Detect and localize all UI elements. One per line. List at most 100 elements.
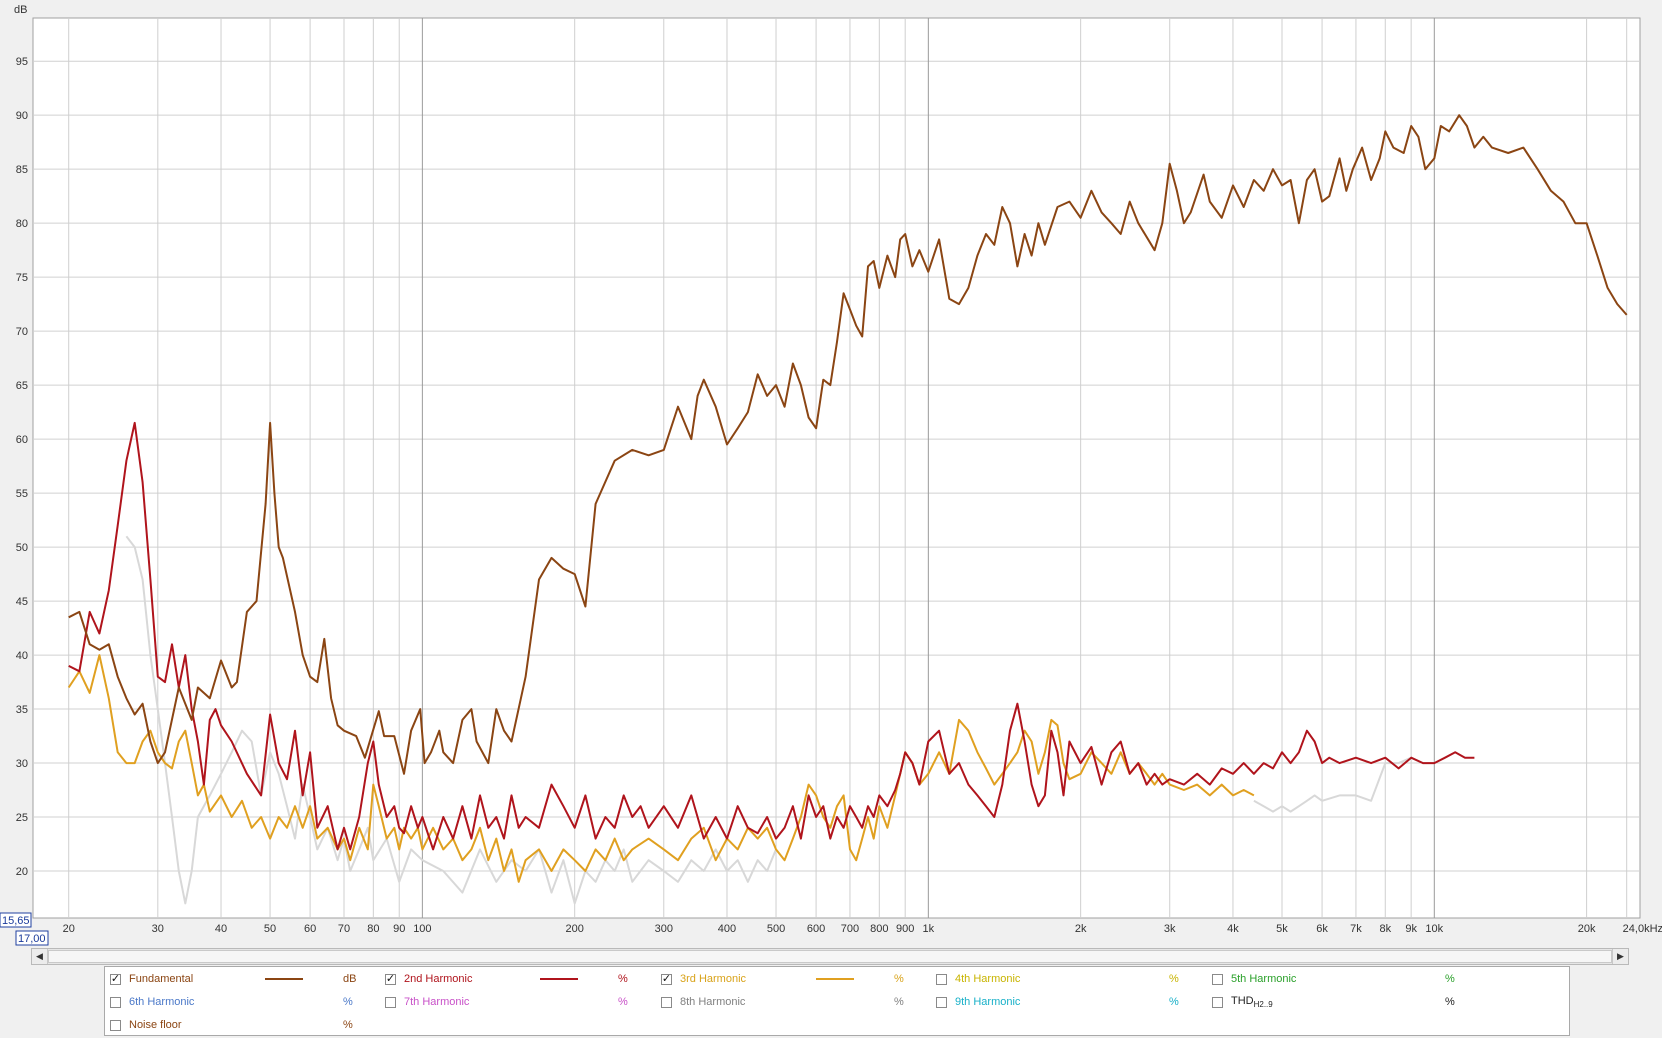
y-tick-label: 45 (16, 596, 28, 608)
legend-swatch (540, 1001, 578, 1003)
legend-item-noise-floor[interactable]: Noise floor% (105, 1015, 395, 1035)
legend-item-thd[interactable]: THDH2..9% (1207, 992, 1497, 1012)
legend-unit: % (343, 996, 353, 1008)
x-tick-label: 5k (1276, 923, 1288, 935)
x-tick-label: 70 (338, 923, 350, 935)
legend-label: 2nd Harmonic (404, 973, 473, 985)
legend-item-5th-harmonic[interactable]: 5th Harmonic% (1207, 969, 1497, 989)
legend-label: 7th Harmonic (404, 996, 470, 1008)
legend-item-4th-harmonic[interactable]: 4th Harmonic% (931, 969, 1221, 989)
legend-unit: % (1169, 996, 1179, 1008)
series-line-2nd-harmonic (68, 421, 1475, 851)
legend-label: 9th Harmonic (955, 996, 1021, 1008)
legend-label: 6th Harmonic (129, 996, 195, 1008)
series-line-gray (1253, 756, 1435, 813)
legend-item-8th-harmonic[interactable]: 8th Harmonic% (656, 992, 946, 1012)
legend-swatch (265, 1024, 303, 1026)
y-min-box (0, 912, 32, 928)
legend-checkbox[interactable]: ✓ (661, 972, 672, 985)
legend-label-subscript: H2..9 (1253, 1000, 1273, 1009)
legend-checkbox[interactable] (1212, 996, 1223, 1008)
y-tick-label: 85 (16, 164, 28, 176)
x-tick-label: 8k (1379, 923, 1391, 935)
y-tick-label: 20 (16, 866, 28, 878)
x-tick-label: 6k (1316, 923, 1328, 935)
scroll-thumb[interactable] (48, 950, 1612, 963)
legend-unit: % (1169, 973, 1179, 985)
legend-checkbox[interactable] (110, 996, 121, 1008)
frequency-response-chart: 20 25 30 35 40 45 50 55 60 65 70 75 80 85 90 95 20 30 40 50… (0, 4, 1662, 946)
scroll-right-arrow-icon[interactable]: ▶ (1612, 949, 1628, 964)
x-tick-label: 100 (413, 923, 431, 935)
legend-label: Fundamental (129, 973, 194, 985)
x-tick-label: 1k (923, 923, 935, 935)
x-tick-label: 4k (1227, 923, 1239, 935)
y-tick-label: 75 (16, 272, 28, 284)
axis-ticks: 20 25 30 35 40 45 50 55 60 65 70 75 80 85 90 95 20 30 40 50… (16, 56, 1662, 935)
x-tick-label: 2k (1075, 923, 1087, 935)
legend-item-3rd-harmonic[interactable]: ✓ 3rd Harmonic% (656, 969, 946, 989)
x-tick-label: 50 (264, 923, 276, 935)
x-tick-label: 9k (1405, 923, 1417, 935)
x-tick-label: 30 (152, 923, 164, 935)
x-tick-label: 300 (655, 923, 673, 935)
x-min-label: 17,00 (18, 933, 46, 945)
legend-unit: % (618, 973, 628, 985)
x-tick-label: 3k (1164, 923, 1176, 935)
y-tick-label: 40 (16, 650, 28, 662)
x-tick-label: 60 (304, 923, 316, 935)
legend-item-9th-harmonic[interactable]: 9th Harmonic% (931, 992, 1221, 1012)
y-tick-label: 80 (16, 218, 28, 230)
horizontal-scrollbar[interactable]: ◀ ▶ (31, 948, 1629, 965)
legend-checkbox[interactable] (1212, 973, 1223, 985)
x-tick-label: 80 (367, 923, 379, 935)
x-tick-label: 20k (1578, 923, 1596, 935)
y-tick-label: 95 (16, 56, 28, 68)
legend-checkbox[interactable]: ✓ (110, 972, 121, 985)
legend-label: 8th Harmonic (680, 996, 746, 1008)
legend-label: 4th Harmonic (955, 973, 1021, 985)
x-tick-label: 700 (841, 923, 859, 935)
legend-checkbox[interactable] (385, 996, 396, 1008)
y-tick-label: 50 (16, 542, 28, 554)
legend-item-7th-harmonic[interactable]: 7th Harmonic% (380, 992, 670, 1012)
legend-swatch (265, 1001, 303, 1003)
y-tick-label: 25 (16, 812, 28, 824)
legend-swatch (1091, 978, 1129, 980)
grid-lines (33, 18, 1640, 918)
legend-panel: ✓ Fundamental dB ✓ 2nd Harmonic% ✓ 3rd Harmoni… (104, 966, 1570, 1036)
legend-label: 5th Harmonic (1231, 973, 1297, 985)
x-tick-label: 800 (870, 923, 888, 935)
x-tick-label: 20 (63, 923, 75, 935)
y-tick-label: 70 (16, 326, 28, 338)
x-tick-label: 24,0kHz (1623, 923, 1662, 935)
legend-checkbox[interactable] (936, 973, 947, 985)
plot-area (32, 17, 1641, 919)
scroll-left-arrow-icon[interactable]: ◀ (32, 949, 48, 964)
y-tick-label: 30 (16, 758, 28, 770)
legend-checkbox[interactable]: ✓ (385, 972, 396, 985)
series-line-fundamental (68, 114, 1628, 775)
legend-item-fundamental[interactable]: ✓ Fundamental dB (105, 969, 395, 989)
legend-checkbox[interactable] (661, 996, 672, 1008)
y-unit-label: dB (14, 4, 27, 16)
y-tick-label: 35 (16, 704, 28, 716)
legend-unit: % (343, 1019, 353, 1031)
x-tick-label: 10k (1425, 923, 1443, 935)
legend-swatch (816, 978, 854, 980)
legend-unit: % (618, 996, 628, 1008)
legend-checkbox[interactable] (110, 1019, 121, 1031)
x-tick-label: 900 (896, 923, 914, 935)
series-lines (67, 114, 1628, 905)
x-tick-label: 90 (393, 923, 405, 935)
legend-checkbox[interactable] (936, 996, 947, 1008)
legend-item-6th-harmonic[interactable]: 6th Harmonic% (105, 992, 395, 1012)
legend-swatch (540, 978, 578, 980)
legend-unit: dB (343, 973, 357, 985)
y-tick-label: 65 (16, 380, 28, 392)
legend-item-2nd-harmonic[interactable]: ✓ 2nd Harmonic% (380, 969, 670, 989)
x-tick-label: 400 (718, 923, 736, 935)
x-min-box (15, 930, 49, 946)
legend-unit: % (1445, 996, 1455, 1008)
x-tick-label: 500 (767, 923, 785, 935)
